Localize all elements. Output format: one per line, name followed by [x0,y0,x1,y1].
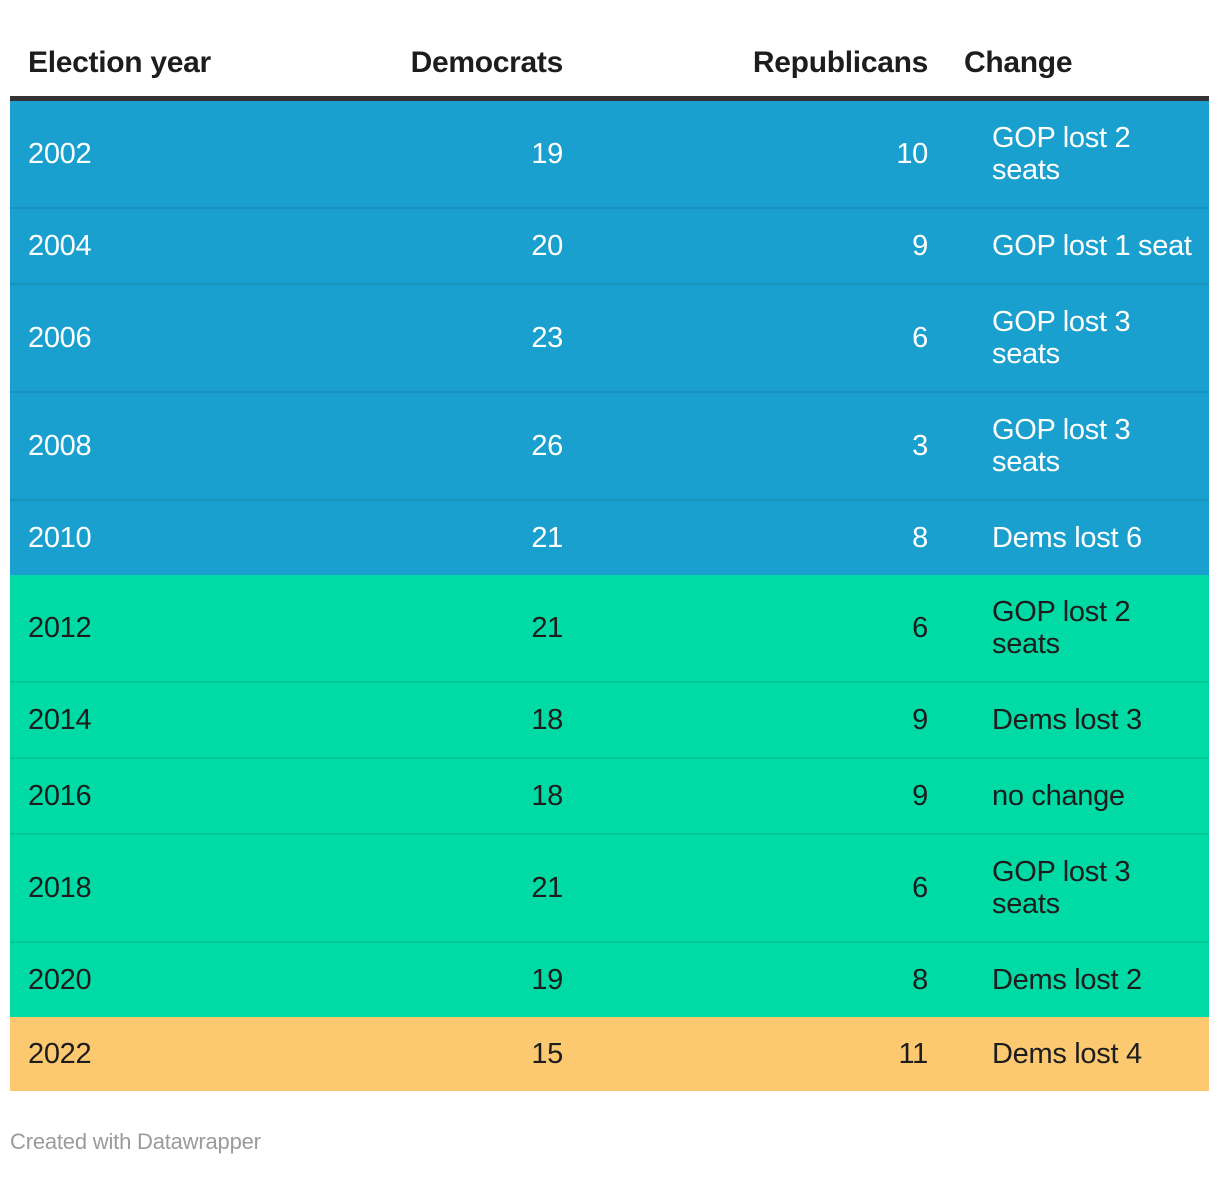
republicans-cell: 8 [581,499,946,575]
column-header-republicans: Republicans [581,30,946,101]
change-cell: Dems lost 4 [992,1038,1142,1070]
change-cell: GOP lost 2 seats [992,122,1131,186]
democrats-cell: 21 [380,499,581,575]
header-row: Election year Democrats Republicans Chan… [10,30,1209,101]
democrats-cell: 20 [380,207,581,284]
democrats-cell: 18 [380,681,581,758]
republicans-cell: 9 [581,757,946,834]
year-cell: 2020 [10,941,380,1017]
change-cell: GOP lost 1 seat [946,207,1209,284]
column-header-election-year: Election year [10,30,380,101]
year-cell: 2004 [10,207,380,284]
republicans-cell: 6 [912,612,928,644]
change-cell: GOP lost 3 seats [946,833,1209,942]
change-cell: Dems lost 3 [946,681,1209,758]
change-cell: no change [946,757,1209,834]
republicans-cell: 9 [581,207,946,284]
table-row: 2020 19 8 Dems lost 2 [10,941,1209,1017]
republicans-cell: 8 [581,941,946,1017]
column-header-change: Change [946,30,1209,101]
democrats-cell: 21 [380,833,581,942]
republicans-cell: 6 [581,283,946,392]
change-cell: GOP lost 3 seats [946,283,1209,392]
table-row: 2010 21 8 Dems lost 6 [10,499,1209,575]
change-cell: GOP lost 2 seats [992,596,1131,660]
election-results-table: Election year Democrats Republicans Chan… [10,30,1209,1091]
table-row: 2004 20 9 GOP lost 1 seat [10,207,1209,284]
datawrapper-table-page: Election year Democrats Republicans Chan… [10,30,1209,1155]
table-row: 2012 21 6 GOP lost 2 seats [10,575,1209,682]
year-cell: 2014 [10,681,380,758]
table-row: 2022 15 11 Dems lost 4 [10,1017,1209,1091]
republicans-cell: 3 [581,391,946,500]
republicans-cell: 9 [581,681,946,758]
table-header: Election year Democrats Republicans Chan… [10,30,1209,101]
table-row: 2018 21 6 GOP lost 3 seats [10,833,1209,942]
table-body: 2002 19 10 GOP lost 2 seats 2004 20 9 GO… [10,98,1209,1091]
column-header-democrats: Democrats [380,30,581,101]
democrats-cell: 15 [531,1038,563,1070]
table-row: 2006 23 6 GOP lost 3 seats [10,283,1209,392]
democrats-cell: 19 [380,941,581,1017]
datawrapper-credit-link[interactable]: Created with Datawrapper [10,1129,261,1154]
year-cell: 2010 [10,499,380,575]
table-row: 2008 26 3 GOP lost 3 seats [10,391,1209,500]
democrats-cell: 18 [380,757,581,834]
table-row: 2002 19 10 GOP lost 2 seats [10,98,1209,208]
year-cell: 2012 [28,612,92,644]
democrats-cell: 21 [531,612,563,644]
democrats-cell: 23 [380,283,581,392]
democrats-cell: 26 [380,391,581,500]
change-cell: GOP lost 3 seats [946,391,1209,500]
table-row: 2016 18 9 no change [10,757,1209,834]
table-row: 2014 18 9 Dems lost 3 [10,681,1209,758]
change-cell: Dems lost 6 [946,499,1209,575]
change-cell: Dems lost 2 [946,941,1209,1017]
republicans-cell: 10 [896,138,928,170]
year-cell: 2008 [10,391,380,500]
year-cell: 2022 [28,1038,92,1070]
year-cell: 2002 [28,138,92,170]
year-cell: 2006 [10,283,380,392]
republicans-cell: 6 [581,833,946,942]
attribution-line: Created with Datawrapper [10,1129,1209,1155]
year-cell: 2016 [10,757,380,834]
year-cell: 2018 [10,833,380,942]
republicans-cell: 11 [898,1038,928,1070]
democrats-cell: 19 [531,138,563,170]
